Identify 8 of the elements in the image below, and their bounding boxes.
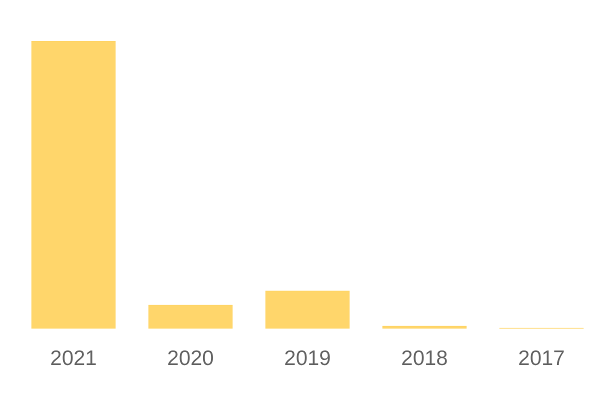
x-tick-label: 2021 <box>50 347 97 370</box>
x-tick-label: 2017 <box>518 347 565 370</box>
x-tick-label: 2020 <box>167 347 214 370</box>
bar <box>148 304 233 329</box>
bar <box>265 290 350 329</box>
x-tick-label: 2019 <box>284 347 331 370</box>
x-tick-label: 2018 <box>401 347 448 370</box>
bar <box>31 41 116 329</box>
